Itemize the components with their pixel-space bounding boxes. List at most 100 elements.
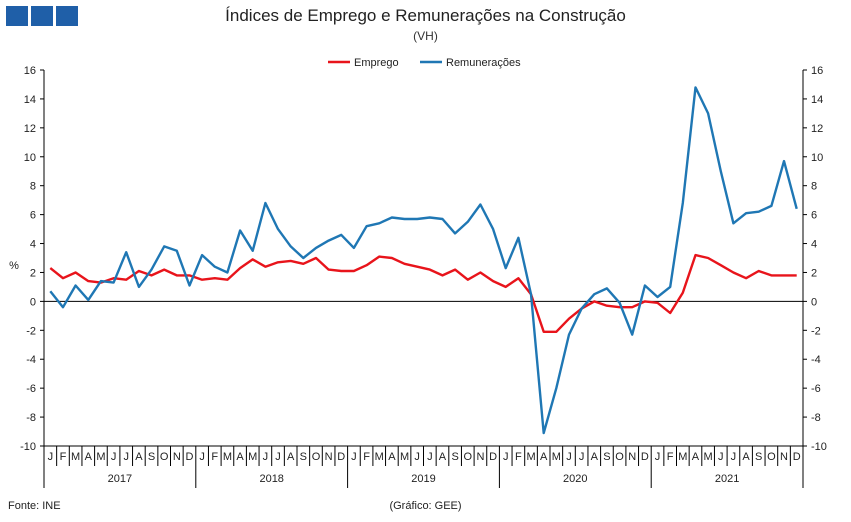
y-tick-label-left: 16: [24, 65, 36, 77]
legend: Emprego Remunerações: [328, 57, 521, 69]
month-tick-label: F: [363, 451, 370, 463]
month-tick-label: A: [135, 451, 143, 463]
y-tick-label-left: 4: [30, 239, 36, 251]
month-tick-label: A: [388, 451, 396, 463]
month-tick-label: J: [351, 451, 357, 463]
logo-block-3: [56, 6, 78, 26]
y-tick-label-right: -8: [811, 412, 821, 424]
month-tick-label: S: [451, 451, 458, 463]
y-tick-label-left: -10: [20, 441, 36, 453]
month-tick-label: J: [48, 451, 54, 463]
y-tick-label-left: -8: [26, 412, 36, 424]
month-tick-label: J: [718, 451, 724, 463]
month-tick-label: A: [236, 451, 244, 463]
month-tick-label: J: [566, 451, 572, 463]
logo-block-2: [31, 6, 53, 26]
month-tick-label: D: [337, 451, 345, 463]
month-tick-label: J: [655, 451, 661, 463]
y-tick-label-left: 14: [24, 94, 36, 106]
credit-note: (Gráfico: GEE): [389, 500, 462, 512]
y-axis-label: %: [9, 260, 19, 272]
y-tick-label-right: 16: [811, 65, 823, 77]
month-tick-label: M: [400, 451, 409, 463]
series-line-remuneracoes: [49, 86, 798, 435]
month-tick-label: O: [615, 451, 624, 463]
y-tick-label-right: -4: [811, 354, 821, 366]
month-tick-label: A: [540, 451, 548, 463]
publisher-logo: [6, 6, 78, 26]
month-tick-label: J: [414, 451, 420, 463]
month-tick-label: J: [263, 451, 269, 463]
month-tick-label: J: [579, 451, 585, 463]
month-tick-label: D: [641, 451, 649, 463]
month-tick-label: M: [96, 451, 105, 463]
y-tick-label-right: 12: [811, 123, 823, 135]
month-tick-label: O: [160, 451, 169, 463]
month-tick-label: M: [678, 451, 687, 463]
month-tick-label: O: [312, 451, 321, 463]
axes: -10 -10 -8 -8 -6 -6 -4 -4 -2 -2 0 0 2 2 4 4 6 6 8 8 10 10 12 12…: [9, 65, 827, 453]
logo-block-1: [6, 6, 28, 26]
month-tick-label: A: [439, 451, 447, 463]
month-tick-label: F: [211, 451, 218, 463]
month-tick-label: A: [591, 451, 599, 463]
month-tick-label: N: [325, 451, 333, 463]
month-tick-label: M: [704, 451, 713, 463]
year-label: 2019: [411, 473, 435, 485]
y-tick-label-left: 6: [30, 210, 36, 222]
year-label: 2020: [563, 473, 587, 485]
month-tick-label: M: [223, 451, 232, 463]
legend-label: Remunerações: [446, 57, 521, 69]
chart-title: Índices de Emprego e Remunerações na Con…: [225, 6, 626, 25]
year-label: 2021: [715, 473, 739, 485]
month-tick-label: S: [603, 451, 610, 463]
month-tick-label: J: [199, 451, 205, 463]
y-tick-label-right: -2: [811, 325, 821, 337]
legend-label: Emprego: [354, 57, 399, 69]
y-tick-label-right: -10: [811, 441, 827, 453]
month-tick-label: O: [767, 451, 776, 463]
month-tick-label: J: [275, 451, 281, 463]
month-tick-label: M: [375, 451, 384, 463]
month-tick-label: J: [427, 451, 433, 463]
month-tick-label: M: [552, 451, 561, 463]
month-tick-label: J: [503, 451, 509, 463]
y-tick-label-left: 8: [30, 181, 36, 193]
y-tick-label-left: 0: [30, 296, 36, 308]
month-tick-label: A: [287, 451, 295, 463]
month-tick-label: N: [476, 451, 484, 463]
y-tick-label-right: 10: [811, 152, 823, 164]
month-tick-label: J: [111, 451, 117, 463]
year-label: 2017: [108, 473, 132, 485]
month-tick-label: N: [780, 451, 788, 463]
month-tick-label: S: [755, 451, 762, 463]
y-tick-label-right: 8: [811, 181, 817, 193]
month-tick-label: M: [526, 451, 535, 463]
y-tick-label-right: 4: [811, 239, 817, 251]
chart-subtitle: (VH): [413, 29, 438, 43]
month-tick-label: F: [667, 451, 674, 463]
source-note: Fonte: INE: [8, 500, 61, 512]
y-tick-label-left: -6: [26, 383, 36, 395]
month-tick-label: J: [731, 451, 737, 463]
month-tick-label: S: [300, 451, 307, 463]
month-tick-label: N: [628, 451, 636, 463]
month-tick-label: D: [185, 451, 193, 463]
month-tick-label: D: [793, 451, 801, 463]
month-tick-label: M: [71, 451, 80, 463]
y-tick-label-right: 0: [811, 296, 817, 308]
y-tick-label-right: -6: [811, 383, 821, 395]
month-tick-label: M: [248, 451, 257, 463]
year-label: 2018: [259, 473, 283, 485]
y-tick-label-left: 12: [24, 123, 36, 135]
month-tick-label: S: [148, 451, 155, 463]
y-tick-label-left: -2: [26, 325, 36, 337]
month-tick-label: N: [173, 451, 181, 463]
y-tick-label-right: 2: [811, 267, 817, 279]
y-tick-label-right: 6: [811, 210, 817, 222]
y-tick-label-left: -4: [26, 354, 36, 366]
month-tick-label: A: [692, 451, 700, 463]
month-tick-label: O: [463, 451, 472, 463]
y-tick-label-right: 14: [811, 94, 823, 106]
